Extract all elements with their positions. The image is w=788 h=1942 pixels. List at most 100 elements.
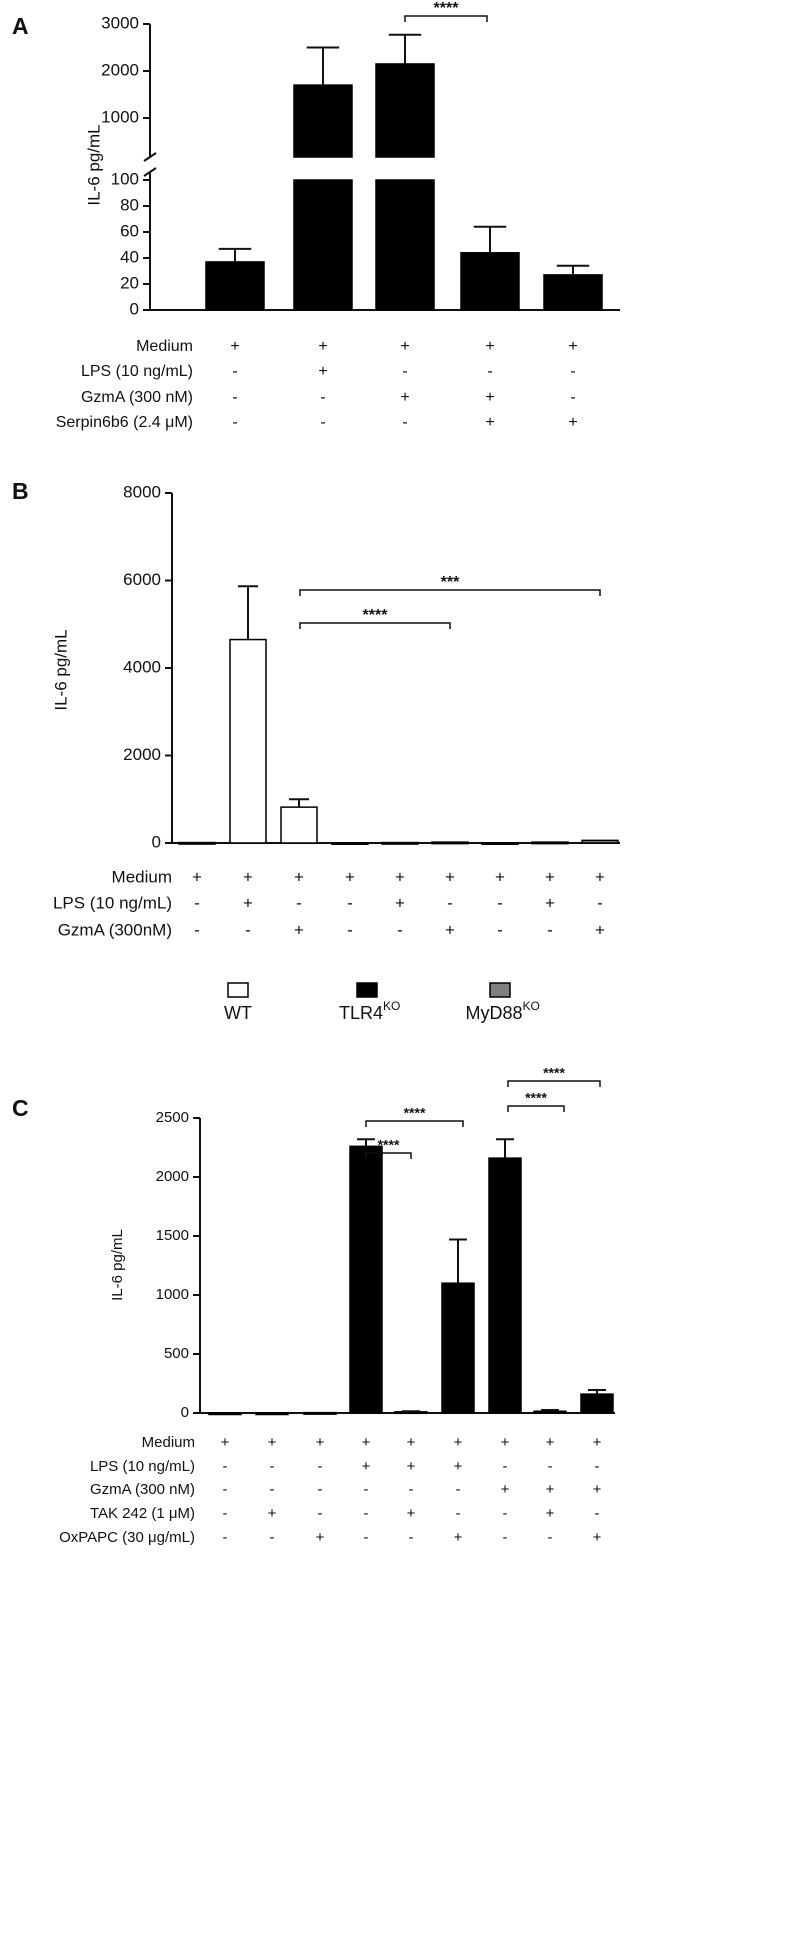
legend-superscript: KO [383, 999, 400, 1013]
condition-sign: + [362, 1458, 371, 1475]
bar [303, 1411, 337, 1415]
significance-label: **** [543, 1065, 565, 1081]
condition-sign: - [595, 1505, 600, 1522]
condition-sign: + [485, 389, 494, 406]
bar [331, 842, 369, 846]
y-axis-label: IL-6 pg/mL [51, 629, 70, 710]
y-tick-label: 0 [152, 832, 161, 851]
y-tick-label: 2500 [156, 1109, 189, 1126]
condition-sign: - [548, 1529, 553, 1546]
condition-sign: - [347, 920, 353, 939]
significance-bracket [507, 1080, 601, 1087]
significance-bracket [507, 1105, 565, 1112]
condition-sign: + [395, 867, 405, 886]
condition-sign: + [546, 1434, 555, 1451]
condition-label: LPS (10 ng/mL) [81, 363, 193, 380]
y-tick-label: 100 [111, 169, 139, 188]
bar [293, 84, 353, 158]
condition-label: TAK 242 (1 μM) [90, 1505, 195, 1522]
panel-letter: A [12, 13, 29, 39]
condition-sign: + [568, 414, 577, 431]
condition-sign: - [397, 920, 403, 939]
condition-sign: - [223, 1529, 228, 1546]
y-tick-label: 2000 [156, 1168, 189, 1185]
bar [543, 274, 603, 311]
condition-sign: - [232, 414, 237, 431]
condition-sign: - [548, 1458, 553, 1475]
condition-sign: + [568, 338, 577, 355]
y-tick-label: 8000 [123, 482, 161, 501]
condition-sign: + [407, 1458, 416, 1475]
y-tick-label: 1000 [156, 1286, 189, 1303]
condition-sign: + [318, 363, 327, 380]
condition-sign: + [454, 1434, 463, 1451]
significance-bracket [365, 1152, 412, 1159]
condition-sign: - [194, 920, 200, 939]
bar [255, 1412, 289, 1416]
bar [349, 1145, 383, 1414]
y-axis-label: IL-6 pg/mL [109, 1229, 126, 1301]
condition-sign: - [364, 1529, 369, 1546]
condition-sign: + [345, 867, 355, 886]
bar [533, 1410, 567, 1414]
legend-swatch [489, 982, 511, 998]
condition-sign: + [230, 338, 239, 355]
significance-label: **** [363, 607, 389, 624]
condition-sign: - [402, 414, 407, 431]
condition-sign: + [454, 1458, 463, 1475]
significance-label: **** [434, 0, 460, 17]
condition-sign: + [243, 867, 253, 886]
significance-label: **** [378, 1137, 400, 1153]
bar [460, 252, 520, 311]
significance-bracket [365, 1120, 464, 1127]
condition-sign: - [503, 1458, 508, 1475]
condition-sign: + [545, 867, 555, 886]
bar [431, 841, 469, 845]
condition-sign: + [407, 1505, 416, 1522]
condition-sign: + [445, 920, 455, 939]
condition-sign: - [497, 920, 503, 939]
condition-sign: + [545, 893, 555, 912]
condition-sign: - [318, 1481, 323, 1498]
condition-sign: - [270, 1529, 275, 1546]
condition-sign: + [407, 1434, 416, 1451]
condition-sign: + [294, 867, 304, 886]
bar [441, 1282, 475, 1414]
significance-label: **** [525, 1090, 547, 1106]
legend-superscript: KO [523, 999, 540, 1013]
condition-sign: + [546, 1505, 555, 1522]
condition-sign: - [318, 1505, 323, 1522]
legend-label: MyD88 [465, 1003, 522, 1023]
condition-sign: + [485, 414, 494, 431]
condition-sign: + [400, 338, 409, 355]
condition-sign: - [320, 389, 325, 406]
legend-label: WT [224, 1003, 252, 1023]
significance-bracket [404, 15, 488, 22]
condition-sign: - [570, 389, 575, 406]
condition-label: LPS (10 ng/mL) [90, 1458, 195, 1475]
y-tick-label: 6000 [123, 570, 161, 589]
condition-sign: - [595, 1458, 600, 1475]
condition-sign: - [270, 1481, 275, 1498]
condition-sign: - [320, 414, 325, 431]
condition-sign: - [296, 893, 302, 912]
condition-sign: - [245, 920, 251, 939]
bar [381, 841, 419, 845]
bar [375, 179, 435, 311]
panel-letter: C [12, 1095, 29, 1121]
condition-label: GzmA (300nM) [58, 920, 172, 939]
condition-label: Serpin6b6 (2.4 μM) [56, 414, 193, 431]
bar [580, 1393, 614, 1414]
condition-sign: + [316, 1434, 325, 1451]
condition-sign: + [316, 1529, 325, 1546]
significance-label: **** [404, 1105, 426, 1121]
condition-sign: + [595, 867, 605, 886]
condition-sign: - [364, 1481, 369, 1498]
condition-sign: + [593, 1529, 602, 1546]
y-tick-label: 1500 [156, 1227, 189, 1244]
y-tick-label: 0 [130, 299, 139, 318]
condition-sign: + [485, 338, 494, 355]
condition-label: GzmA (300 nM) [81, 389, 193, 406]
axis-break [143, 167, 157, 177]
